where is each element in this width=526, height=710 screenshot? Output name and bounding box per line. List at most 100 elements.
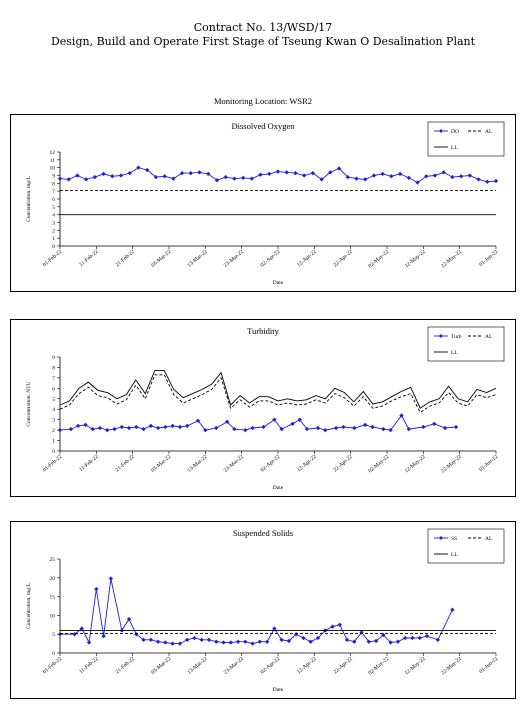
y-tick-label: 9 [52,174,55,180]
legend-label: LL [451,350,458,356]
y-tick-label: 10 [50,613,56,619]
data-point [328,170,333,175]
data-point [362,422,368,428]
data-point [108,576,114,581]
data-point [476,177,481,182]
data-point [381,426,386,432]
data-point [177,641,183,646]
data-point [144,167,150,173]
data-point [354,176,359,181]
data-point [424,633,430,639]
data-point [83,422,88,428]
data-point [450,174,455,180]
data-point [297,417,303,422]
y-tick-label: 12 [50,150,56,156]
data-point [458,174,464,179]
data-point [179,170,185,176]
suspended-solids-chart: Suspended Solids 0 5 10 15 20 25 Concentration,… [10,521,516,699]
data-point [92,174,98,180]
data-point [395,639,401,644]
chart-title: Turbidity [247,326,280,336]
legend-item-ll: LL [434,552,458,558]
legend-marker [439,129,443,133]
legend-label: DO [451,129,459,135]
data-point [257,639,263,644]
data-point [97,425,103,431]
legend-label: AL [485,536,493,542]
data-point [362,177,368,182]
data-point [214,425,219,431]
data-point [399,413,404,418]
y-tick-label: 3 [52,221,55,227]
data-point [432,173,438,178]
data-point [284,170,289,175]
data-point [224,419,230,424]
y-tick-label: 0 [52,651,55,657]
y-tick-label: 9 [52,355,55,361]
data-point [118,173,124,178]
data-point [397,171,403,177]
data-point [86,640,92,645]
series-line-turb [59,414,457,431]
data-point [101,633,106,639]
data-point [126,425,132,431]
data-point [323,427,328,433]
data-point [141,637,146,643]
legend-item-al: AL [468,129,493,135]
data-point [155,425,161,431]
y-tick-label: 10 [50,166,56,172]
y-axis-label: Concentration, mg/L [26,175,32,221]
data-point [228,640,233,645]
y-axis-label: Concentration, mg/L [26,582,32,628]
legend-item-turb: Turb [434,334,462,340]
data-point [223,174,228,180]
series-ll [59,370,497,409]
y-tick-label: 2 [52,428,55,434]
data-point [352,639,357,644]
data-point [206,171,211,177]
legend-label: AL [485,129,493,135]
y-tick-label: 4 [52,407,55,413]
legend-item-ll: LL [434,350,458,356]
data-point [406,426,412,432]
data-point [232,176,237,181]
data-point [250,425,255,431]
y-tick-label: 5 [52,632,55,638]
data-point [243,639,248,644]
legend-item-al: AL [468,536,493,542]
series-al [59,374,497,414]
x-axis-label: Date [273,485,284,491]
data-point [301,635,306,641]
data-point [195,418,201,423]
y-tick-label: 11 [50,158,56,164]
data-point [319,177,324,182]
legend: Turb AL LL [427,326,505,362]
data-point [184,423,190,429]
y-tick-label: 20 [50,576,56,582]
data-point [485,179,490,184]
data-point [101,171,106,177]
data-point [330,624,335,629]
data-point [110,174,115,179]
data-point [243,427,248,433]
data-point [279,637,284,643]
data-point [105,427,110,433]
data-point [153,174,159,180]
data-point [155,639,161,644]
series-ss [57,576,455,646]
data-point [75,173,80,178]
legend-box [427,326,505,362]
project-title: Design, Build and Operate First Stage of… [50,35,476,48]
legend-marker [439,536,443,540]
data-point [308,639,313,644]
data-point [467,173,473,178]
data-point [162,174,167,179]
legend-marker [439,334,443,338]
data-point [136,165,141,170]
chart-title: Dissolved Oxygen [231,121,295,131]
y-tick-label: 8 [52,181,55,187]
monitoring-location: Monitoring Location: WSR2 [213,96,313,106]
data-point [184,637,190,643]
y-tick-label: 0 [52,449,55,455]
